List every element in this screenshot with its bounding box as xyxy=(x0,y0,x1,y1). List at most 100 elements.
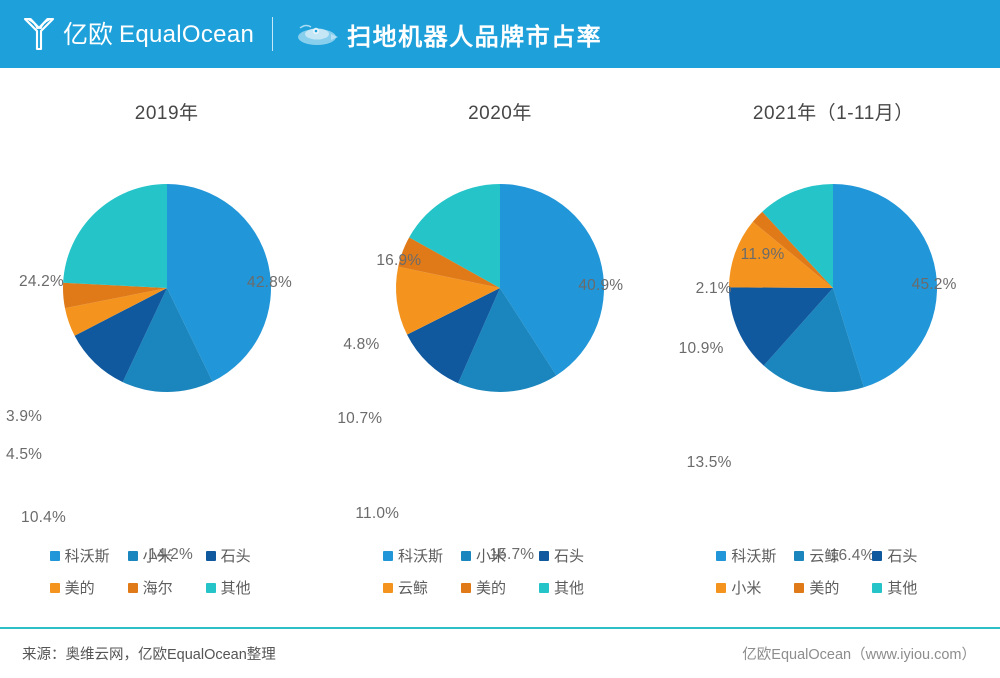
legend-item[interactable]: 云鲸 xyxy=(382,577,461,598)
legend-2021: 科沃斯 云鲸 石头 小米 美的 xyxy=(716,545,950,598)
legend-label: 其他 xyxy=(220,580,251,597)
slice-value-label: 11.0% xyxy=(355,505,400,522)
legend-item[interactable]: 小米 xyxy=(716,577,794,598)
legend-swatch-icon xyxy=(460,550,471,561)
pie-slice[interactable] xyxy=(499,184,604,376)
legend-item[interactable]: 科沃斯 xyxy=(382,545,461,566)
legend-item[interactable]: 小米 xyxy=(127,545,206,566)
legend-label: 小米 xyxy=(475,548,506,565)
legend-label: 其他 xyxy=(887,580,918,597)
legend-label: 小米 xyxy=(731,580,762,597)
header-divider xyxy=(272,17,274,51)
legend-item[interactable]: 美的 xyxy=(49,577,128,598)
slice-value-label: 4.5% xyxy=(6,446,43,463)
slice-value-label: 3.9% xyxy=(6,408,43,425)
legend-label: 云鲸 xyxy=(809,548,840,565)
legend-label: 石头 xyxy=(887,548,918,565)
legend-swatch-icon xyxy=(127,582,138,593)
legend-item[interactable]: 美的 xyxy=(794,577,872,598)
pie-svg-2021 xyxy=(729,184,938,393)
pie-slice[interactable] xyxy=(833,184,938,388)
pie-slice[interactable] xyxy=(398,237,500,288)
pie-slice[interactable] xyxy=(395,266,500,335)
pie-slice[interactable] xyxy=(753,211,834,288)
header-bar: 亿欧 EqualOcean 扫地机器人品牌市占率 xyxy=(0,0,1000,68)
legend-item[interactable]: 其他 xyxy=(872,577,950,598)
chart-title-2021: 2021年（1-11月） xyxy=(752,103,914,124)
legend-swatch-icon xyxy=(794,582,805,593)
pie-chart-2019 xyxy=(59,180,275,396)
legend-label: 其他 xyxy=(553,580,584,597)
legend-item[interactable]: 石头 xyxy=(205,545,284,566)
legend-swatch-icon xyxy=(49,582,60,593)
pie-slice[interactable] xyxy=(64,288,167,336)
chart-panel-2019: 2019年 42.8% 14.2% 10.4% 4.5% 3.9% 24.2% … xyxy=(0,68,333,620)
chart-title-2019: 2019年 xyxy=(134,103,199,124)
legend-swatch-icon xyxy=(538,550,549,561)
slice-value-label: 10.4% xyxy=(21,509,66,526)
slice-value-label: 15.7% xyxy=(489,546,535,563)
pie-slice[interactable] xyxy=(764,288,865,393)
legend-label: 石头 xyxy=(220,548,251,565)
legend-label: 美的 xyxy=(475,580,506,597)
charts-row: 2019年 42.8% 14.2% 10.4% 4.5% 3.9% 24.2% … xyxy=(0,68,1000,620)
legend-swatch-icon xyxy=(205,550,216,561)
pie-slice[interactable] xyxy=(62,184,167,288)
slice-value-label: 13.5% xyxy=(686,454,732,471)
legend-swatch-icon xyxy=(538,582,549,593)
pie-slice[interactable] xyxy=(409,184,500,288)
legend-item[interactable]: 石头 xyxy=(872,545,950,566)
pie-slice[interactable] xyxy=(122,288,213,392)
slice-value-label: 10.9% xyxy=(678,340,724,357)
pie-chart-2021 xyxy=(725,180,941,396)
legend-label: 小米 xyxy=(142,548,173,565)
pie-slice[interactable] xyxy=(407,288,500,384)
footer-divider xyxy=(0,627,1000,629)
brand-logo[interactable]: 亿欧 EqualOcean xyxy=(22,0,254,68)
pie-slice[interactable] xyxy=(62,282,167,309)
slice-value-label: 14.2% xyxy=(148,546,193,563)
legend-swatch-icon xyxy=(127,550,138,561)
attribution-note[interactable]: 亿欧EqualOcean（www.iyiou.com） xyxy=(742,647,976,663)
pie-slice[interactable] xyxy=(74,288,167,383)
legend-label: 海尔 xyxy=(142,580,173,597)
legend-swatch-icon xyxy=(716,582,727,593)
pie-chart-2020 xyxy=(392,180,608,396)
legend-swatch-icon xyxy=(716,550,727,561)
pie-slice[interactable] xyxy=(166,184,271,382)
slice-value-label: 24.2% xyxy=(19,273,64,290)
legend-label: 科沃斯 xyxy=(64,548,110,565)
pie-slice[interactable] xyxy=(729,221,834,288)
legend-item[interactable]: 海尔 xyxy=(127,577,206,598)
slice-value-label: 10.7% xyxy=(337,410,383,427)
legend-label: 云鲸 xyxy=(397,580,428,597)
slice-value-label: 2.1% xyxy=(695,280,732,297)
footer-bar: 来源：奥维云网，亿欧EqualOcean整理 亿欧EqualOcean（www.… xyxy=(0,629,1000,678)
slice-value-label: 11.9% xyxy=(740,246,785,263)
legend-item[interactable]: 石头 xyxy=(538,545,617,566)
legend-item[interactable]: 小米 xyxy=(460,545,539,566)
legend-swatch-icon xyxy=(382,582,393,593)
logo-text-cn: 亿欧 xyxy=(63,20,114,49)
legend-2020: 科沃斯 小米 石头 云鲸 美的 xyxy=(382,545,617,598)
legend-item[interactable]: 科沃斯 xyxy=(716,545,794,566)
slice-value-label: 40.9% xyxy=(578,277,624,294)
legend-label: 美的 xyxy=(809,580,840,597)
legend-item[interactable]: 其他 xyxy=(538,577,617,598)
legend-item[interactable]: 其他 xyxy=(205,577,284,598)
legend-item[interactable]: 科沃斯 xyxy=(49,545,128,566)
legend-label: 科沃斯 xyxy=(397,548,443,565)
pie-slice[interactable] xyxy=(458,288,557,393)
chart-panel-2020: 2020年 40.9% 15.7% 11.0% 10.7% 4.8% 16.9%… xyxy=(333,68,666,620)
pie-slice[interactable] xyxy=(729,287,834,366)
pie-slice[interactable] xyxy=(762,184,834,288)
legend-label: 科沃斯 xyxy=(731,548,777,565)
pie-svg-2020 xyxy=(395,184,604,393)
legend-swatch-icon xyxy=(460,582,471,593)
legend-item[interactable]: 美的 xyxy=(460,577,539,598)
slice-value-label: 16.9% xyxy=(376,252,422,269)
legend-label: 美的 xyxy=(64,580,95,597)
slice-value-label: 45.2% xyxy=(911,276,957,293)
legend-item[interactable]: 云鲸 xyxy=(794,545,872,566)
